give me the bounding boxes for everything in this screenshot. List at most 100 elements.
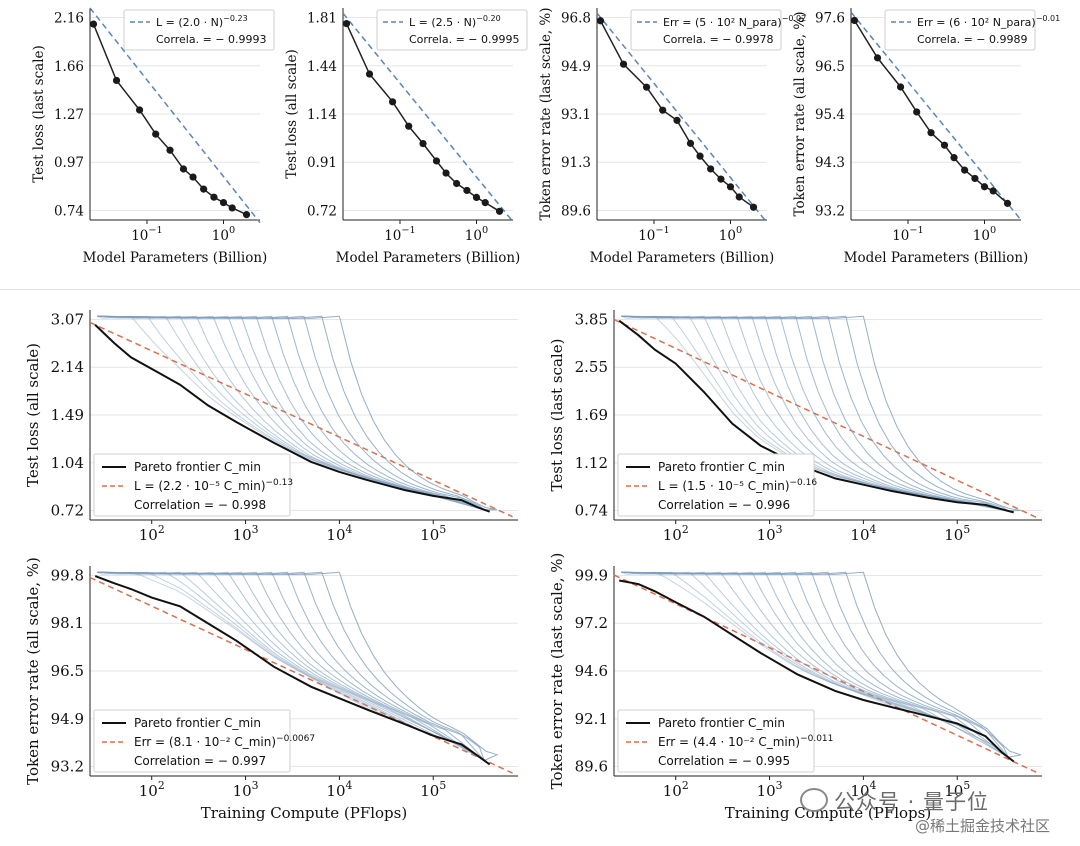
x-tick-label: 105 (420, 779, 446, 800)
x-tick-label: 104 (326, 779, 352, 800)
x-tick-label: 104 (850, 779, 876, 800)
legend-box (630, 9, 782, 51)
training-curve (97, 315, 485, 511)
data-point (89, 20, 98, 28)
chart-panel-8: 99.9 97.2 94.6 92.1 89.6 102 103 104 105 Training… (548, 553, 1042, 822)
y-tick-label: 0.97 (54, 155, 84, 171)
x-tick-label: 100 (212, 225, 235, 244)
data-point (228, 204, 236, 212)
training-curve (621, 571, 982, 735)
y-tick-label: 89.6 (575, 758, 608, 776)
training-curve (97, 315, 473, 506)
data-point (980, 183, 989, 191)
legend-pareto-label: Pareto frontier C_min (658, 716, 785, 730)
data-point (707, 165, 715, 173)
training-curve (97, 571, 441, 739)
chart-panel-1: 2.16 1.66 1.27 0.97 0.74 10−1 100 Model Paramet… (31, 7, 275, 266)
data-point (179, 165, 188, 173)
pareto-frontier-line (619, 579, 1015, 763)
training-curve (97, 571, 473, 753)
legend-pareto-label: Pareto frontier C_min (134, 460, 261, 474)
watermark-brand: 公众号 · 量子位 (800, 786, 989, 816)
y-tick-label: 92.1 (575, 710, 608, 728)
legend-box (93, 709, 291, 773)
chart-panel-6: 3.85 2.55 1.69 1.12 0.74 102 103 104 105 Test los… (548, 310, 1042, 544)
y-tick-label: 97.2 (575, 614, 608, 632)
training-curve (621, 571, 1022, 758)
legend-formula: L = (1.5 · 10⁻⁵ C_min)−0.16 (658, 478, 817, 493)
training-curve (97, 315, 485, 511)
y-tick-label: 0.72 (307, 203, 337, 219)
y-tick-label: 0.74 (54, 203, 84, 219)
data-point (135, 106, 144, 114)
training-curve (97, 571, 392, 720)
data-point (735, 193, 743, 201)
y-tick-label: 3.85 (575, 310, 608, 328)
x-axis-label: Model Parameters (Billion) (844, 250, 1029, 266)
y-axis-label: Token error rate (last scale, %) (548, 553, 566, 790)
x-tick-label: 103 (233, 779, 259, 800)
pareto-frontier-line (94, 575, 491, 766)
y-axis-label: Test loss (all scale) (24, 343, 42, 487)
x-tick-label: 102 (663, 523, 689, 544)
chart-panel-2: 1.81 1.44 1.14 0.91 0.72 10−1 100 Model Paramet… (284, 8, 528, 266)
x-tick-label: 10−1 (384, 225, 416, 244)
x-tick-label: 100 (465, 225, 488, 244)
y-tick-label: 89.6 (561, 203, 591, 219)
training-curve (97, 315, 485, 511)
y-tick-label: 1.44 (307, 59, 337, 75)
legend-formula: Err = (5 · 10² N_para)−0.02 (663, 14, 806, 29)
x-tick-label: 10−1 (892, 225, 924, 244)
training-curve (621, 571, 1009, 758)
legend-correlation: Correlation = − 0.998 (134, 498, 266, 512)
legend-box (376, 9, 528, 51)
data-point (659, 106, 667, 114)
data-point (950, 154, 958, 162)
training-curve (97, 315, 441, 498)
data-point (673, 116, 681, 124)
data-point (442, 169, 450, 177)
legend-formula: L = (2.5 · N)−0.20 (409, 14, 501, 29)
fit-line (342, 12, 514, 223)
data-point (896, 83, 905, 91)
x-tick-label: 102 (139, 779, 165, 800)
training-curve (97, 571, 425, 733)
training-curve (97, 315, 392, 487)
training-curve (97, 315, 485, 511)
x-axis-label: Training Compute (PFlops) (725, 804, 931, 822)
training-curve (621, 315, 1009, 512)
training-curve (621, 571, 1009, 758)
training-curve (97, 315, 425, 495)
training-curve (621, 571, 934, 718)
data-point (495, 207, 504, 215)
legend-correlation: Correla. = − 0.9995 (409, 33, 520, 46)
data-point (927, 129, 935, 137)
training-curve (621, 571, 1009, 758)
y-tick-label: 0.74 (575, 502, 608, 520)
data-point (152, 130, 160, 138)
data-point (242, 211, 251, 219)
legend-box (617, 453, 815, 517)
panel-divider (0, 289, 1080, 290)
training-curve (621, 315, 1009, 512)
x-tick-label: 105 (944, 523, 970, 544)
watermark-site: @稀土掘金技术社区 (915, 817, 1051, 835)
training-curve (97, 571, 485, 761)
data-point (596, 17, 605, 25)
x-axis-label: Model Parameters (Billion) (336, 250, 521, 266)
training-curve (97, 571, 485, 761)
legend-correlation: Correla. = − 0.9978 (663, 33, 774, 46)
y-axis-label: Token error rate (all scale, %) (24, 557, 42, 785)
data-point (200, 185, 208, 193)
training-curve (621, 315, 934, 500)
data-point (850, 16, 859, 25)
training-curve (621, 571, 1009, 758)
data-point (405, 122, 413, 130)
y-tick-label: 1.49 (51, 406, 84, 424)
x-tick-label: 105 (944, 779, 970, 800)
y-tick-label: 93.1 (561, 107, 591, 123)
y-tick-label: 3.07 (51, 310, 84, 328)
data-point (717, 175, 725, 183)
data-point (726, 183, 735, 191)
